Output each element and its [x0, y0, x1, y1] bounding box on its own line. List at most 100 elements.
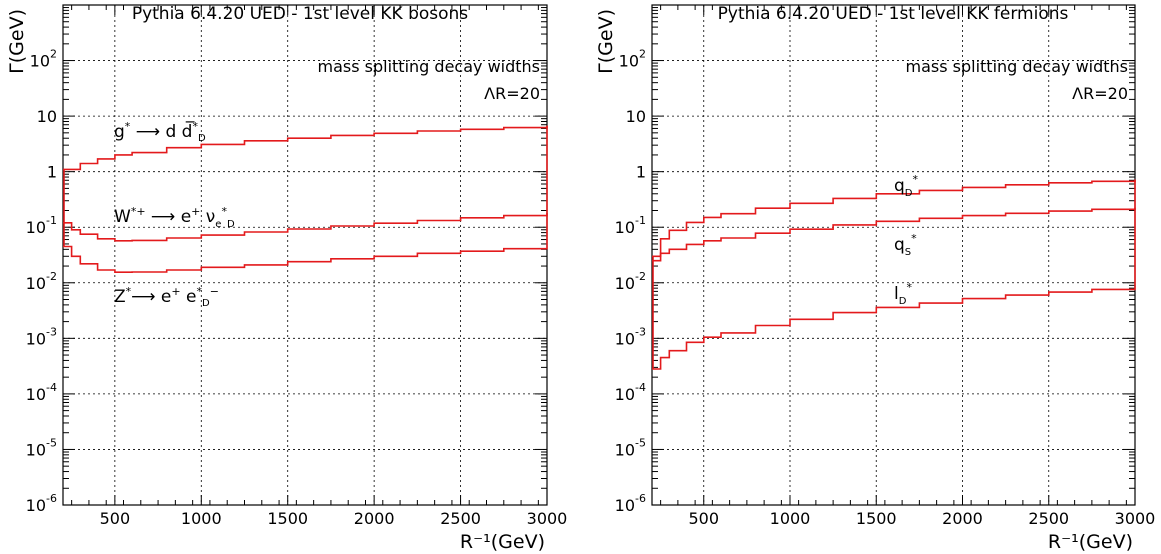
series-line	[63, 125, 548, 171]
series-label-part: *	[125, 120, 131, 133]
annotation-lambda-r: ΛR=20	[1072, 84, 1128, 103]
series-label-part: e	[181, 287, 197, 307]
series-line	[652, 179, 1136, 258]
plot-frame	[651, 4, 1136, 506]
annotation-lambda-r: ΛR=20	[484, 84, 540, 103]
x-tick-label: 1500	[856, 509, 897, 528]
series-label-part: q	[894, 235, 905, 255]
annotation-mass-splitting: mass splitting decay widths	[318, 57, 541, 76]
y-tick-label: 10-5	[615, 436, 646, 459]
series-label-part: +	[171, 285, 180, 298]
y-tick-base: 1	[47, 163, 57, 182]
y-tick-base: 10	[26, 496, 46, 515]
series-label: qS*	[894, 232, 917, 258]
y-tick-base: 10	[26, 218, 46, 237]
y-tick-base: 10	[26, 385, 46, 404]
y-tick-label: 1	[47, 163, 57, 182]
y-tick-label: 10-4	[615, 381, 646, 404]
y-tick-label: 10-2	[26, 270, 57, 293]
y-tick-exponent: -5	[46, 436, 57, 449]
series-label: lD *	[894, 281, 912, 307]
y-tick-exponent: -3	[635, 325, 646, 338]
series-line	[652, 207, 1136, 262]
y-tick-exponent: -4	[46, 381, 57, 394]
y-tick-label: 102	[30, 48, 57, 71]
y-tick-base: 10	[619, 52, 639, 71]
y-axis-label: Γ(GeV)	[595, 9, 617, 74]
x-tick-label: 2000	[942, 509, 983, 528]
y-tick-base: 10	[37, 107, 57, 126]
series-label-part: e	[215, 219, 221, 230]
y-tick-base: 1	[636, 163, 646, 182]
series-label-part: *	[196, 285, 202, 298]
annotation-mass-splitting: mass splitting decay widths	[906, 57, 1129, 76]
y-tick-exponent: -6	[46, 492, 57, 505]
series-label: g* ⟶ d d̅*D	[114, 120, 206, 144]
series-label-part: −	[210, 285, 219, 298]
y-tick-base: 10	[615, 218, 635, 237]
series-label-part: q	[894, 176, 905, 196]
x-tick-label: 1000	[181, 509, 222, 528]
y-tick-base: 10	[26, 274, 46, 293]
series-label-part: *	[906, 281, 912, 294]
x-tick-label: 3000	[527, 509, 568, 528]
series-label-part: ⟶ e	[131, 287, 171, 307]
fermions-panel: 500 1000 1500 2000 2500 300010-610-510-410-31…	[595, 4, 1155, 553]
series-line	[63, 213, 548, 242]
chart-title: Pythia 6.4.20 UED - 1st level KK bosons	[132, 4, 468, 24]
y-tick-exponent: -3	[46, 325, 57, 338]
x-tick-label: 3000	[1115, 509, 1156, 528]
series-label-part: d̅	[182, 120, 196, 142]
y-tick-base: 10	[615, 274, 635, 293]
y-tick-base: 10	[26, 440, 46, 459]
y-tick-label: 10-4	[26, 381, 57, 404]
y-tick-exponent: -1	[635, 214, 646, 227]
y-tick-label: 10-6	[615, 492, 646, 515]
series-label-part: S	[905, 247, 911, 258]
y-tick-base: 10	[615, 440, 635, 459]
y-tick-label: 102	[619, 48, 646, 71]
series-label-part: g	[114, 122, 125, 142]
series-label-part: *+	[131, 205, 146, 218]
series-label-part: D	[899, 296, 907, 307]
series-label-part: ⟶ e	[146, 207, 192, 227]
series-label-part: l	[894, 284, 899, 304]
y-tick-exponent: 2	[639, 48, 646, 61]
x-tick-label: 2500	[1028, 509, 1069, 528]
series-label-part: D	[227, 219, 235, 230]
y-tick-label: 10-3	[26, 325, 57, 348]
y-tick-base: 10	[30, 52, 50, 71]
series-label-part: *	[126, 285, 132, 298]
series-label-part: D	[905, 188, 913, 199]
series-label: W*+ ⟶ e+ νe*D	[114, 205, 235, 230]
y-tick-base: 10	[26, 329, 46, 348]
y-tick-label: 10-5	[26, 436, 57, 459]
y-tick-exponent: -5	[635, 436, 646, 449]
chart-title: Pythia 6.4.20 UED - 1st level KK fermion…	[718, 4, 1069, 24]
series-label-part: *	[192, 120, 198, 133]
y-tick-exponent: -2	[46, 270, 57, 283]
y-tick-label: 10-6	[26, 492, 57, 515]
y-tick-label: 1	[636, 163, 646, 182]
x-tick-label: 1500	[267, 509, 308, 528]
series-label-part: D	[198, 133, 206, 144]
series-line	[652, 286, 1136, 370]
series-label-part: W	[114, 207, 131, 227]
plot-frame	[62, 4, 548, 506]
series-label-part: ⟶ d	[130, 122, 181, 142]
y-tick-exponent: -2	[635, 270, 646, 283]
series-label-part: ν	[200, 207, 215, 227]
series-label-part: +	[191, 205, 200, 218]
y-axis-label: Γ(GeV)	[6, 9, 28, 74]
y-tick-base: 10	[615, 385, 635, 404]
series-label-part: *	[221, 205, 227, 218]
y-tick-exponent: -1	[46, 214, 57, 227]
x-axis-label: R⁻¹(GeV)	[1048, 531, 1133, 553]
y-tick-exponent: 2	[50, 48, 57, 61]
x-tick-label: 1000	[770, 509, 811, 528]
x-axis-label: R⁻¹(GeV)	[460, 531, 545, 553]
y-tick-exponent: -6	[635, 492, 646, 505]
y-tick-label: 10-1	[615, 214, 646, 237]
x-tick-label: 2500	[440, 509, 481, 528]
